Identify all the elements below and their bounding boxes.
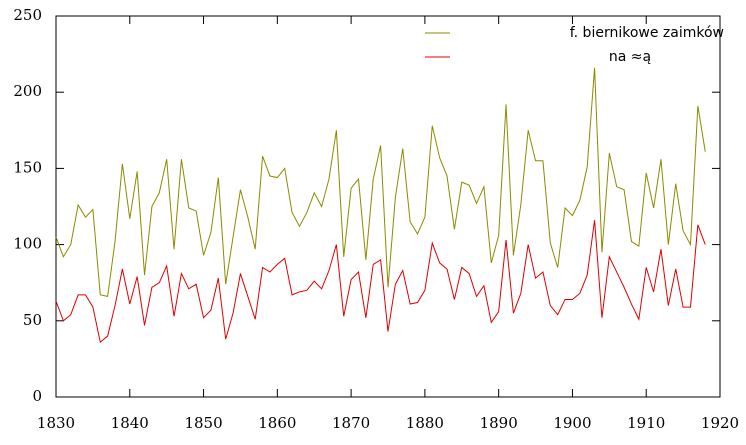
x-tick-label: 1900: [553, 414, 591, 432]
x-tick-label: 1830: [37, 414, 75, 432]
x-tick-label: 1920: [701, 414, 739, 432]
series-line: [55, 220, 706, 344]
x-tick-label: 1870: [332, 414, 370, 432]
y-tick-label: 200: [13, 82, 42, 100]
plot-frame: [55, 15, 721, 398]
series-line: [55, 67, 706, 298]
x-tick-label: 1840: [111, 414, 149, 432]
legend-label: na ≈ą: [609, 49, 651, 65]
x-tick-label: 1890: [480, 414, 518, 432]
x-tick-label: 1910: [627, 414, 665, 432]
x-tick-label: 1850: [184, 414, 222, 432]
x-tick-label: 1880: [406, 414, 444, 432]
y-tick-label: 0: [32, 387, 42, 405]
y-tick-label: 250: [13, 6, 42, 24]
x-tick-label: 1860: [258, 414, 296, 432]
legend-label: f. biernikowe zaimków: [570, 25, 724, 41]
y-tick-label: 100: [13, 235, 42, 253]
y-tick-label: 150: [13, 158, 42, 176]
y-tick-label: 50: [23, 311, 42, 329]
